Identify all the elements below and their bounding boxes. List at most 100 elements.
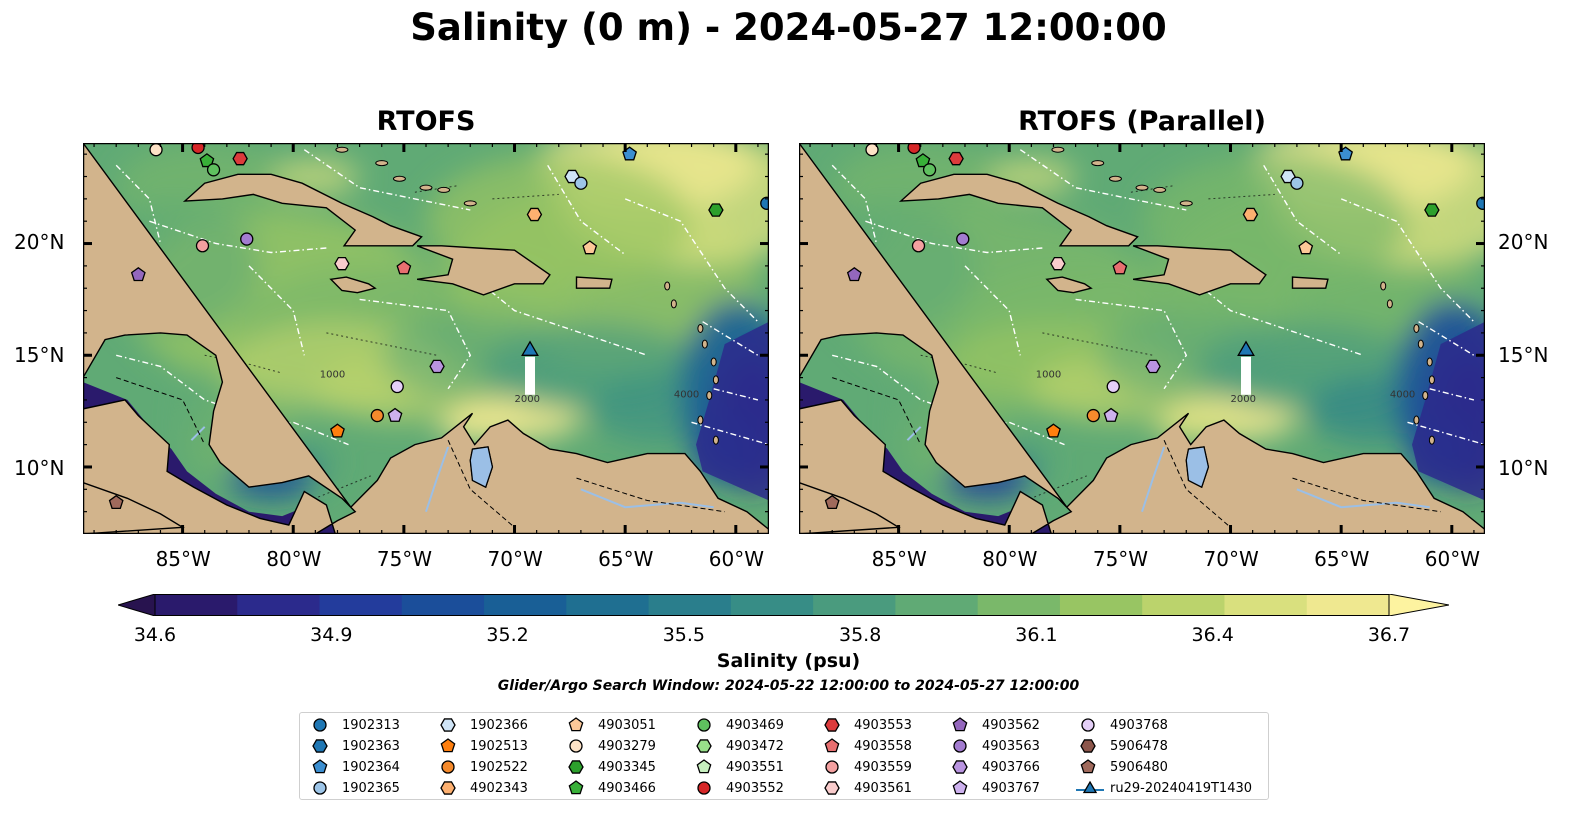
legend-pentagon-icon: [824, 738, 840, 753]
island: [1417, 339, 1424, 349]
legend-item-4903767: 4903767: [948, 778, 1040, 798]
eez-boundary: [831, 164, 878, 244]
colorbar-tick-label: 35.8: [838, 624, 882, 646]
island: [419, 184, 433, 191]
atlantic-low-salinity: [696, 321, 769, 501]
river: [906, 426, 922, 441]
colorbar-tick-label: 36.1: [1015, 624, 1058, 646]
glider-marker: [1237, 340, 1255, 356]
colorbar-frame: [154, 594, 1390, 616]
float-marker-1902313: [1476, 196, 1485, 210]
contour-label: 2000: [515, 394, 540, 405]
legend-circle-icon: [697, 718, 711, 732]
island: [670, 299, 677, 309]
float-marker-4903768: [390, 379, 404, 394]
colorbar-segment: [1142, 594, 1225, 616]
country-border: [1292, 477, 1441, 513]
float-marker-1902522: [1086, 408, 1100, 423]
island: [701, 339, 708, 349]
island: [706, 390, 713, 400]
legend-item-4902343: 4902343: [436, 778, 528, 798]
legend-marker-circle-icon: [825, 760, 839, 774]
colorbar-segment: [401, 594, 485, 616]
legend-marker-pentagon-icon: [1080, 759, 1096, 774]
eez-boundary: [303, 149, 471, 211]
colorbar-tick-label: 36.4: [1191, 624, 1234, 646]
island: [1428, 435, 1435, 445]
legend-label: 4903051: [598, 717, 656, 733]
colorbar-segment: [1059, 594, 1143, 616]
land-hispaniola: [416, 245, 551, 296]
legend-marker-pentagon-icon: [952, 780, 968, 795]
colorbar-tick-label: 34.6: [133, 624, 177, 646]
colorbar-segment: [484, 594, 567, 616]
legend-hexagon-icon: [1080, 739, 1096, 753]
legend-marker-circle-icon: [441, 760, 455, 774]
country-border: [832, 377, 922, 445]
contour-label: 2000: [1231, 394, 1256, 405]
float-marker-4903051: [1298, 240, 1314, 255]
glider-marker: [521, 340, 539, 356]
eez-boundary: [1075, 298, 1188, 390]
island: [463, 200, 477, 207]
lat-label-15n-left: 15°N: [14, 343, 65, 367]
legend-item-1902365: 1902365: [308, 778, 400, 798]
country-border: [447, 439, 515, 528]
legend-item-4903552: 4903552: [692, 778, 784, 798]
legend-label: 4903345: [598, 759, 656, 775]
legend-pentagon-icon: [568, 717, 584, 732]
lat-label-10n-left: 10°N: [14, 456, 65, 480]
lon-label-right-3: 70°W: [1203, 547, 1259, 571]
colorbar-segment: [977, 594, 1061, 616]
legend-hexagon-icon: [824, 781, 840, 795]
legend-item-ru29-20240419T1430: ru29-20240419T1430: [1076, 778, 1252, 798]
legend-marker-hexagon-icon: [440, 781, 456, 795]
float-marker-4903766: [1145, 359, 1161, 374]
lake-maracaibo: [469, 446, 494, 488]
legend-label: 4903563: [982, 738, 1040, 754]
float-marker-4903553: [948, 151, 964, 166]
lon-label-right-1: 80°W: [982, 547, 1038, 571]
colorbar-segment: [237, 594, 321, 616]
island: [1380, 281, 1387, 291]
float-marker-4903766: [429, 359, 445, 374]
colorbar-extend-low: [118, 594, 156, 616]
eez-boundary: [116, 354, 239, 412]
legend-hexagon-icon: [696, 739, 712, 753]
legend-hexagon-icon: [312, 739, 328, 753]
legend-item-4903563: 4903563: [948, 736, 1040, 756]
legend-hexagon-icon: [952, 760, 968, 774]
float-marker-4903563: [240, 232, 254, 246]
float-marker-4903558: [396, 260, 412, 275]
legend-item-4903345: 4903345: [564, 757, 656, 777]
lat-label-15n-right: 15°N: [1498, 343, 1549, 367]
float-marker-4903466: [915, 153, 931, 168]
float-marker-5906480: [108, 494, 124, 510]
legend-marker-circle-icon: [1081, 718, 1095, 732]
lon-label-right-4: 65°W: [1314, 547, 1370, 571]
lat-label-10n-right: 10°N: [1498, 456, 1549, 480]
land-centralAmerica: [799, 143, 1485, 534]
float-marker-4903562: [846, 267, 862, 282]
bathymetry-contour: [1208, 193, 1275, 200]
legend-item-1902513: 1902513: [436, 736, 528, 756]
legend-circle-icon: [313, 718, 327, 732]
lon-label-left-2: 75°W: [376, 547, 433, 571]
island: [437, 186, 451, 193]
float-marker-1902365: [574, 176, 588, 190]
legend-item-1902364: 1902364: [308, 757, 400, 777]
legend-label: 4903559: [854, 759, 912, 775]
legend-label: 5906480: [1110, 759, 1168, 775]
float-marker-1902313: [760, 196, 769, 210]
island: [697, 323, 704, 333]
legend-item-4903768: 4903768: [1076, 715, 1168, 735]
legend-label: ru29-20240419T1430: [1110, 780, 1253, 796]
island: [1051, 146, 1065, 153]
float-marker-4903561: [1050, 256, 1066, 271]
float-marker-4903563: [956, 232, 970, 246]
legend-item-4903466: 4903466: [564, 778, 656, 798]
land-jamaica: [329, 276, 377, 294]
land-puertoRico: [1291, 276, 1329, 289]
legend-pentagon-icon: [952, 780, 968, 795]
legend-label: 1902513: [470, 738, 528, 754]
